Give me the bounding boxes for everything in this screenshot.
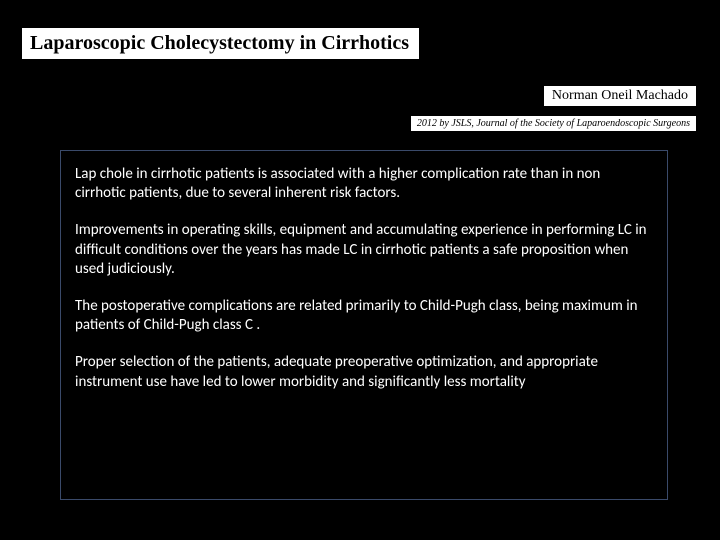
paragraph-1: Lap chole in cirrhotic patients is assoc… [75,165,651,203]
journal-citation: 2012 by JSLS, Journal of the Society of … [411,116,696,131]
paragraph-2: Improvements in operating skills, equipm… [75,221,651,279]
content-panel: Lap chole in cirrhotic patients is assoc… [60,150,668,500]
slide-title: Laparoscopic Cholecystectomy in Cirrhoti… [22,28,419,59]
paragraph-4: Proper selection of the patients, adequa… [75,353,651,391]
author-label: Norman Oneil Machado [544,86,696,106]
paragraph-3: The postoperative complications are rela… [75,297,651,335]
